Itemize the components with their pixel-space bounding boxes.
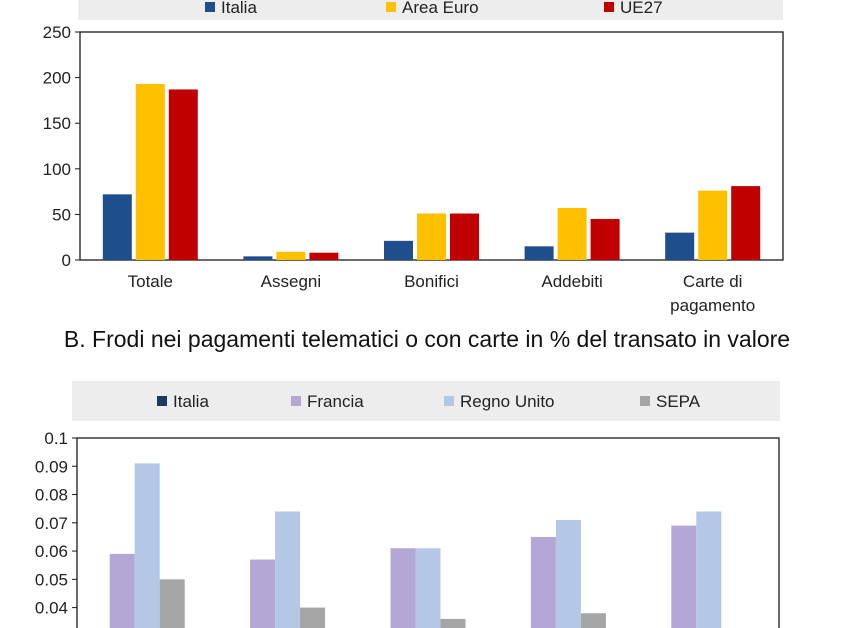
chart-b-y-tick-label: 0.05 [35,570,68,589]
chart-b-legend-swatch [291,396,301,406]
chart-a-legend-label: Italia [221,0,257,17]
chart-b-y-tick-label: 0.1 [44,429,68,448]
chart-b-y-tick-label: 0.08 [35,486,68,505]
chart-a-x-tick-label: Carte di [683,272,743,291]
chart-a-bar [102,194,132,260]
chart-a-y-tick-label: 100 [43,160,71,179]
chart-a-y-tick-label: 0 [62,251,71,270]
chart-a: Italia Area Euro UE27 0 50 100 150 200 250 Totale… [43,0,784,315]
chart-a-bar [276,251,306,260]
chart-b: Italia Francia Regno Unito SEPA 0.03 0.04 0.05… [35,381,780,628]
chart-b-y-tick-label: 0.07 [35,514,68,533]
chart-a-bar [309,252,339,260]
chart-b-y-tick-label: 0.03 [35,627,68,628]
chart-a-legend-swatch [205,2,215,12]
chart-a-legend-label: Area Euro [402,0,479,17]
chart-a-bar [731,186,761,260]
chart-b-bar [555,519,581,628]
chart-a-bar [557,208,587,260]
chart-b-bar [159,579,185,628]
chart-b-legend-bg [72,381,780,421]
chart-b-plot-frame [76,437,780,628]
chart-a-x-tick-label: Assegni [261,272,321,291]
chart-b-bar [671,525,697,628]
chart-a-bar [698,190,728,260]
chart-b-y-tick-label: 0.06 [35,542,68,561]
chart-b-legend-swatch [640,396,650,406]
chart-b-bar [275,511,301,628]
chart-b-legend-label: SEPA [656,392,701,411]
chart-b-y-tick-label: 0.09 [35,457,68,476]
chart-b-bar [300,607,326,628]
chart-a-legend-swatch [386,2,396,12]
chart-b-bar [250,559,276,628]
chart-b-bar [580,613,606,628]
chart-b-legend-label: Italia [173,392,209,411]
chart-b-bar [440,618,466,628]
chart-a-bar [168,89,198,261]
chart-a-x-tick-label: Addebiti [541,272,602,291]
chart-b-y-tick-label: 0.04 [35,599,68,618]
chart-a-y-tick-label: 50 [52,205,71,224]
chart-b-bar [134,463,160,628]
chart-a-bar [243,256,273,260]
chart-a-y-tick-label: 200 [43,69,71,88]
chart-a-y-tick-label: 250 [43,23,71,42]
chart-a-bar [450,213,479,260]
chart-b-legend-swatch [157,396,167,406]
chart-b-title: B. Frodi nei pagamenti telematici o con … [63,326,791,352]
chart-a-x-tick-label: Totale [128,272,173,291]
chart-a-bar [384,240,413,260]
chart-b-legend-label: Francia [307,392,364,411]
chart-a-legend-swatch [604,2,614,12]
chart-b-bar [109,553,135,628]
chart-b-bar [390,548,416,628]
chart-a-bar [524,246,554,260]
chart-a-bar [665,232,695,260]
chart-a-bar [417,213,446,260]
chart-a-bar [590,218,620,260]
chart-b-legend-label: Regno Unito [460,392,555,411]
chart-b-legend-swatch [444,396,454,406]
chart-a-bar [135,83,165,260]
chart-a-x-tick-label: pagamento [670,296,755,315]
chart-a-legend-label: UE27 [620,0,663,17]
chart-a-x-tick-label: Bonifici [404,272,459,291]
chart-b-bar [696,511,722,628]
chart-b-bar [530,536,556,628]
chart-b-bar [415,548,441,628]
chart-a-y-tick-label: 150 [43,114,71,133]
